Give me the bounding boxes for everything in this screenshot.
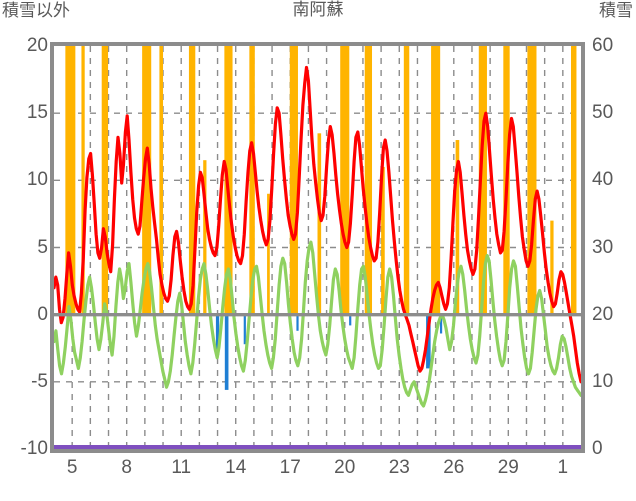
rain-bar	[142, 46, 152, 315]
rain-bar	[65, 46, 76, 315]
rain-bar	[289, 46, 298, 315]
rain-bar	[478, 46, 487, 315]
x-axis-tick-label: 8	[121, 457, 132, 478]
rain-bar	[203, 160, 207, 315]
y-axis-right-tick-label: 0	[592, 438, 603, 459]
rain-bar	[159, 46, 164, 315]
x-axis-tick-label: 14	[225, 457, 247, 478]
chart-canvas	[54, 46, 581, 449]
page-title: 南阿蘇	[292, 0, 344, 19]
y-axis-tick-label: -10	[20, 438, 48, 459]
rain-bar	[527, 46, 537, 315]
y-axis-right-tick-label: 10	[592, 370, 614, 392]
y-axis-tick-label: 5	[37, 236, 48, 258]
y-axis-tick-label: 10	[26, 169, 48, 191]
rain-bar	[571, 46, 577, 315]
snow-bar	[349, 314, 352, 326]
series-line-dewpoint	[54, 240, 581, 408]
x-axis-tick-label: 29	[497, 457, 519, 478]
snow-bar	[243, 314, 246, 345]
x-axis-tick-label: 11	[171, 457, 192, 478]
rain-bar	[81, 46, 85, 315]
right-axis-title: 積雪	[599, 1, 633, 20]
plot-area	[50, 42, 585, 453]
rain-bar	[267, 193, 270, 315]
y-axis-right-tick-label: 30	[592, 236, 614, 258]
x-axis-tick-label: 5	[66, 457, 78, 478]
x-axis-tick-label: 17	[279, 457, 301, 478]
x-axis-tick-label: 1	[557, 457, 569, 478]
y-axis-right-tick-label: 60	[592, 35, 614, 56]
rain-bar	[188, 46, 196, 315]
rain-bar	[381, 166, 385, 315]
rain-bar	[431, 46, 441, 315]
y-axis-right-tick-label: 50	[592, 102, 614, 124]
series-line-temperature	[54, 65, 581, 384]
rain-bar	[364, 46, 373, 315]
x-axis-tick-label: 26	[443, 457, 465, 478]
rain-bar	[249, 46, 255, 315]
left-axis-title: 積雪以外	[2, 1, 70, 20]
x-axis-tick-label: 20	[334, 457, 356, 478]
rain-bar	[101, 46, 109, 315]
x-axis-tick-label: 23	[388, 457, 410, 478]
snow-bar	[224, 314, 229, 390]
y-axis-right-tick-label: 40	[592, 169, 614, 191]
rain-bar	[340, 46, 350, 315]
snow-bar	[296, 314, 299, 331]
y-axis-tick-label: 15	[26, 102, 48, 124]
y-axis-tick-label: 0	[37, 303, 48, 325]
y-axis-tick-label: -5	[31, 370, 48, 392]
snow-bar	[215, 314, 220, 355]
y-axis-right-tick-label: 20	[592, 303, 614, 325]
rain-bar	[550, 220, 554, 315]
y-axis-tick-label: 20	[26, 35, 48, 56]
rain-bar	[403, 46, 410, 315]
rain-bar	[455, 140, 460, 315]
snow-bar	[426, 314, 431, 369]
snow-bar	[439, 314, 443, 334]
rain-bar	[317, 133, 322, 315]
